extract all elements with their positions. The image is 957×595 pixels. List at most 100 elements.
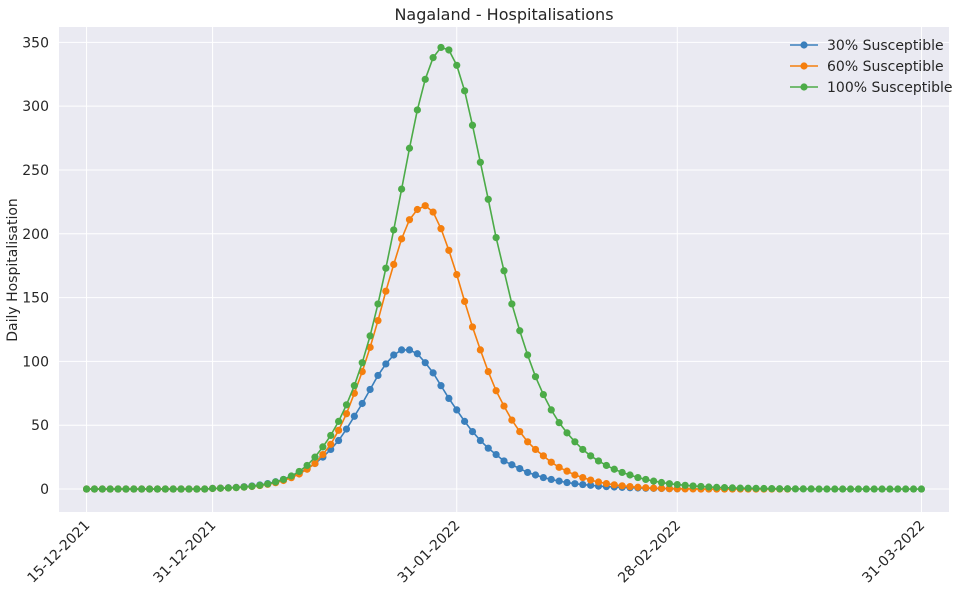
data-point	[610, 481, 618, 489]
data-point	[500, 402, 508, 410]
data-point	[547, 406, 555, 414]
data-point	[398, 235, 406, 243]
data-point	[303, 461, 311, 470]
data-point	[342, 425, 351, 433]
data-point	[106, 485, 114, 493]
data-point	[886, 485, 894, 493]
data-point	[728, 484, 737, 492]
data-point	[461, 417, 469, 425]
data-point	[634, 473, 642, 482]
data-point	[405, 144, 414, 152]
data-point	[201, 485, 209, 493]
data-point	[311, 453, 319, 461]
data-point	[579, 445, 587, 454]
data-point	[587, 481, 595, 489]
data-point	[484, 368, 492, 376]
data-point	[335, 436, 343, 445]
data-point	[382, 264, 390, 272]
data-point	[327, 440, 335, 448]
data-point	[720, 484, 729, 492]
y-tick-label: 200	[22, 227, 49, 243]
data-point	[587, 452, 595, 460]
data-point	[476, 346, 484, 354]
data-point	[374, 316, 382, 325]
data-point	[642, 484, 650, 492]
y-tick-label: 150	[22, 291, 49, 307]
data-point	[831, 485, 839, 493]
data-point	[350, 382, 358, 390]
legend-label: 60% Susceptible	[827, 59, 944, 75]
data-point	[531, 373, 540, 381]
data-point	[744, 484, 752, 492]
data-point	[524, 351, 532, 359]
data-point	[531, 445, 540, 454]
data-point	[650, 484, 658, 492]
data-point	[437, 382, 445, 390]
data-point	[437, 43, 445, 52]
data-point	[878, 485, 886, 493]
legend-swatch-marker	[800, 41, 808, 49]
data-point	[358, 359, 366, 367]
y-tick-label: 0	[40, 482, 49, 498]
data-point	[319, 443, 327, 451]
data-point	[311, 459, 319, 468]
data-point	[594, 478, 603, 486]
x-tick-label: 31-01-2022	[395, 518, 464, 587]
data-point	[335, 417, 343, 425]
data-point	[634, 483, 642, 491]
data-point	[484, 444, 492, 452]
data-point	[807, 485, 815, 493]
x-tick-label: 31-12-2021	[151, 518, 220, 587]
data-point	[342, 410, 351, 418]
data-point	[524, 438, 532, 446]
data-point	[366, 385, 374, 394]
data-point	[350, 412, 358, 420]
data-point	[421, 75, 429, 83]
data-point	[468, 121, 477, 129]
data-point	[783, 485, 792, 493]
data-point	[571, 438, 579, 446]
data-point	[902, 485, 910, 493]
data-point	[563, 429, 571, 437]
legend: 30% Susceptible 60% Susceptible 100% Susce…	[790, 38, 953, 96]
data-point	[429, 208, 437, 216]
data-point	[516, 427, 524, 436]
data-point	[626, 483, 634, 491]
data-point	[539, 452, 547, 460]
data-point	[374, 300, 382, 308]
data-point	[335, 426, 343, 434]
data-point	[177, 485, 185, 493]
data-point	[894, 485, 902, 493]
data-point	[555, 463, 563, 471]
data-point	[602, 461, 610, 470]
x-tick-label: 28-02-2022	[615, 518, 684, 587]
data-point	[390, 351, 398, 359]
data-point	[366, 343, 374, 351]
y-axis-label: Daily Hospitalisation	[5, 198, 21, 342]
data-point	[208, 484, 217, 493]
data-point	[279, 475, 288, 484]
data-point	[642, 475, 650, 484]
data-point	[413, 350, 421, 358]
data-point	[555, 477, 563, 485]
x-tick-label: 15-12-2021	[25, 518, 94, 587]
data-point	[193, 485, 201, 493]
data-point	[405, 346, 414, 354]
data-point	[319, 450, 327, 459]
data-point	[697, 482, 705, 491]
data-point	[571, 471, 579, 479]
legend-swatch-marker	[800, 62, 808, 70]
data-point	[539, 473, 547, 482]
data-point	[917, 485, 926, 493]
data-point	[342, 401, 351, 409]
data-point	[854, 485, 863, 493]
data-point	[476, 158, 484, 166]
data-point	[516, 465, 524, 473]
data-point	[760, 484, 768, 493]
data-point	[579, 480, 587, 489]
data-point	[145, 485, 154, 493]
data-point	[665, 480, 673, 488]
data-point	[437, 225, 445, 233]
data-point	[713, 483, 721, 491]
